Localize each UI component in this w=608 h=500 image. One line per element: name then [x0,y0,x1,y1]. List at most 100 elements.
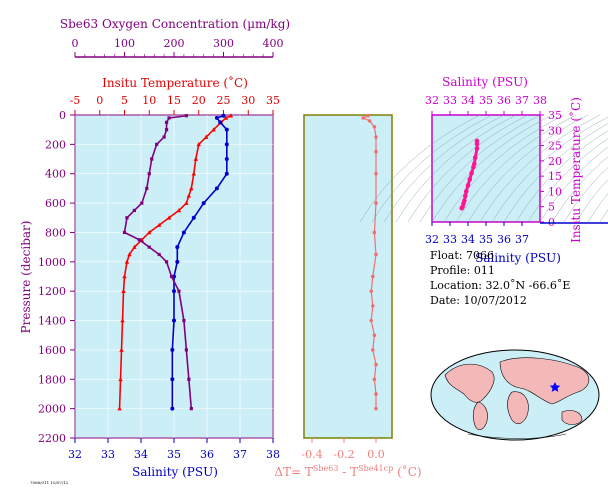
temperature-point [176,208,182,213]
delta-t-point [374,252,378,257]
pressure-tick-label: 1000 [38,256,66,269]
delta-t-point [374,392,378,396]
temperature-point [191,171,196,176]
density-contour [395,114,517,223]
ts-temperature-tick-label: 35 [548,109,562,122]
map-africa [507,391,529,424]
ts-top-axis-title: Salinity (PSU) [442,75,528,89]
density-contour [407,114,529,223]
oxygen-tick-label: 0 [72,37,79,50]
salinity-tick-label: 34 [134,448,148,461]
salinity-point [175,245,180,250]
oxygen-point [189,407,193,411]
delta-t-point [366,113,370,118]
temperature-point [186,193,192,198]
salinity-point [224,142,229,147]
ts-temperature-tick-label: 5 [548,201,555,214]
salinity-tick-label: 36 [200,448,214,461]
oxygen-point [184,114,188,118]
salinity-point [170,347,175,352]
oxygen-tick-label: 300 [213,37,234,50]
pressure-tick-label: 2200 [38,432,66,445]
temperature-point [127,252,132,257]
oxygen-point [164,128,169,132]
oxygen-point [164,260,169,264]
density-contour [383,114,505,223]
salinity-point [214,115,219,120]
salinity-point [175,259,180,264]
delta-t-point [374,406,378,411]
density-contour [563,167,608,223]
salinity-point [170,377,175,382]
oxygen-point [157,252,161,257]
temperature-point [147,230,152,235]
salinity-point [191,215,196,220]
density-contour [539,146,608,223]
oxygen-point [132,208,136,213]
pressure-tick-label: 2000 [38,403,66,416]
density-contour [515,130,608,223]
oxygen-point [164,120,169,124]
density-contour [575,179,608,223]
map-south-america [472,401,488,431]
float-location-marker [549,382,561,392]
ts-top-tick-label: 32 [425,94,439,107]
salinity-point [201,201,206,206]
salinity-point [170,406,175,411]
salinity-point [172,318,176,323]
ts-temperature-tick-label: 30 [548,124,562,137]
oxygen-point [150,157,154,161]
pressure-tick-label: 1800 [38,373,66,386]
temperature-point [118,376,123,382]
salinity-point [224,127,229,132]
temperature-point [184,200,189,205]
delta-t-point [371,274,375,279]
date: Date: 10/07/2012 [430,294,527,307]
temperature-point [122,274,127,279]
salinity-point [181,230,186,235]
delta-t-point [374,171,378,176]
oxygen-point [122,230,127,235]
salinity-point [214,186,219,191]
delta-t-point [361,116,366,120]
temperature-point [228,113,234,118]
delta-t-tick-label: -0.4 [301,448,322,461]
ts-point [471,164,476,170]
profile-panel: Insitu Temperature (˚C) -5 0 5 10 15 20 25 30 35… [19,75,392,479]
oxygen-point [147,172,151,176]
temperature-point [124,259,130,264]
map-eurasia [499,357,590,405]
temperature-tick-label: 10 [142,94,156,107]
temperature-tick-label: 15 [167,94,181,107]
ts-bottom-tick-label: 35 [479,233,493,246]
delta-t-point [374,362,378,367]
density-contour [467,114,589,223]
oxygen-point [145,186,149,191]
oxygen-point [182,318,186,323]
delta-t-point [371,304,375,308]
delta-t-point [371,348,375,352]
map-australia [561,410,583,425]
temperature-point [121,288,126,293]
temperature-tick-label: 25 [217,94,231,107]
ts-bottom-tick-label: 36 [497,233,511,246]
delta-t-tick-label: 0.0 [367,448,385,461]
density-contour [359,114,481,223]
density-contour [431,114,553,223]
oxygen-point [177,289,181,293]
salinity-tick-label: 35 [167,448,181,461]
ts-bottom-tick-label: 32 [425,233,439,246]
salinity-tick-label: 32 [68,448,82,461]
ts-bottom-axis-title: Salinity (PSU) [475,251,561,265]
delta-t-axis-title: ΔT= TSbe63 - TSbe41cp (˚C) [274,464,421,479]
ts-point [463,189,469,194]
density-contour [491,116,608,223]
temperature-point [117,406,122,411]
temperature-tick-label: 30 [241,94,255,107]
float-id: Float: 7066 [430,249,494,262]
delta-t-point [369,289,374,293]
temperature-tick-label: 5 [121,94,128,107]
density-contour [587,192,608,223]
oxygen-tick-label: 200 [164,37,185,50]
